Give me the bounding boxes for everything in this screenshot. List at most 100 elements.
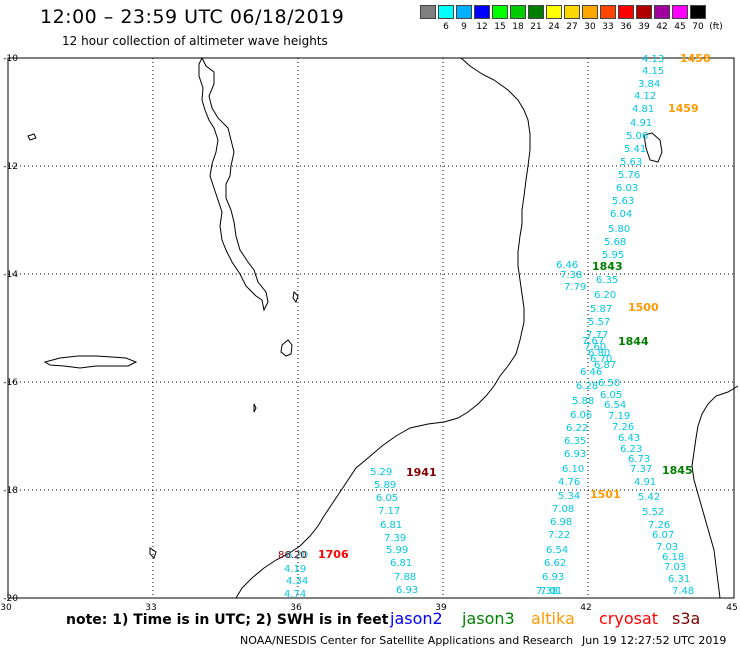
wave-height-value: 6.46 xyxy=(580,367,602,378)
wave-height-value: 6.10 xyxy=(562,464,584,475)
lon-tick-label: 33 xyxy=(145,603,156,613)
comoros-island xyxy=(643,132,663,163)
legend-label: 36 xyxy=(620,22,632,32)
legend-cryosat: cryosat xyxy=(599,609,659,628)
legend-altika: altika xyxy=(531,609,575,628)
wave-height-value: 5.63 xyxy=(612,196,634,207)
legend-swatch xyxy=(528,5,544,19)
wave-height-value: 6.93 xyxy=(542,572,564,583)
wave-height-value: 7.26 xyxy=(648,520,670,531)
legend-swatch xyxy=(582,5,598,19)
wave-height-value: 6.54 xyxy=(546,545,568,556)
legend-label: 12 xyxy=(476,22,488,32)
lat-tick-label: -10 xyxy=(3,54,18,64)
legend-swatch xyxy=(546,5,562,19)
wave-height-value: 5.76 xyxy=(618,170,640,181)
wave-height-value: 5.42 xyxy=(638,492,660,503)
lake-chilwa xyxy=(280,339,293,357)
legend-label: 70 xyxy=(692,22,704,32)
legend-unit: (ft) xyxy=(709,22,723,32)
wave-height-value: 6.54 xyxy=(604,400,626,411)
wave-height-value: 6.07 xyxy=(652,530,674,541)
footer-note: note: 1) Time is in UTC; 2) SWH is in fe… xyxy=(66,612,389,628)
track-1941: 5.29 5.89 6.05 7.17 6.81 7.395.99 6.81 7.88 6.93… xyxy=(370,466,437,596)
lat-lon-grid xyxy=(7,57,735,599)
lat-tick-label: -12 xyxy=(3,162,18,172)
lon-tick-label: 36 xyxy=(290,603,302,613)
wave-height-value: 6.46 xyxy=(556,260,578,271)
wave-height-value: 6.28 xyxy=(576,381,598,392)
legend-swatch xyxy=(456,5,472,19)
track-1845: 1845 xyxy=(662,464,693,477)
track-time-label: 1500 xyxy=(628,301,659,314)
wave-height-value: 7.17 xyxy=(378,506,400,517)
wave-height-value: 6.18 xyxy=(662,552,684,563)
wave-height-value: 5.68 xyxy=(604,237,626,248)
legend-label: 21 xyxy=(530,22,542,32)
legend-swatch xyxy=(492,5,508,19)
legend-swatch xyxy=(600,5,616,19)
lon-tick-label: 39 xyxy=(435,603,447,613)
legend-swatch xyxy=(654,5,670,19)
wave-height-value: 6.20 xyxy=(594,290,616,301)
legend-s3a: s3a xyxy=(672,609,701,628)
lake-kariba xyxy=(43,355,138,369)
wave-height-value: 6.93 xyxy=(564,449,586,460)
wave-height-value: 6.31 xyxy=(668,574,690,585)
wave-height-value: 7.01 xyxy=(540,586,562,597)
credit-text: NOAA/NESDIS Center for Satellite Applica… xyxy=(240,634,574,647)
wave-height-value: 5.95 xyxy=(602,250,624,261)
page-title: 12:00 – 23:59 UTC 06/18/2019 xyxy=(40,6,345,28)
legend-label: 39 xyxy=(638,22,650,32)
lon-tick-label: 30 xyxy=(0,603,12,613)
altimeter-tracks: 4.134.15 3.844.12 4.81 4.91 5.06 5.41 5.63 1458… xyxy=(278,52,711,600)
wave-height-value: 6.73 xyxy=(628,454,650,465)
track-1500: 6.35 6.20 5.87 5.57 7.777.677.606.806.706.87… xyxy=(536,275,694,597)
map-frame xyxy=(7,57,735,599)
legend-label: 27 xyxy=(566,22,578,32)
wave-height-value: 5.89 xyxy=(374,480,396,491)
timestamp-text: Jun 19 12:27:52 UTC 2019 xyxy=(582,634,727,647)
track-1459: 5.76 6.03 5.63 6.04 5.80 5.68 5.95 1459 xyxy=(602,102,699,261)
track-time-label: 1706 xyxy=(318,548,349,561)
wave-height-value: 5.99 xyxy=(386,545,408,556)
wave-height-value: 5.29 xyxy=(370,467,392,478)
wave-height-value: 4.74 xyxy=(284,589,306,600)
wave-height-value: 6.23 xyxy=(620,444,642,455)
track-1843: 6.467.387.79 1843 xyxy=(556,260,623,293)
lon-tick-label: 42 xyxy=(580,603,591,613)
wave-height-value: 6.87 xyxy=(594,360,616,371)
wave-height-value: 5.34 xyxy=(558,491,580,502)
legend-swatch xyxy=(420,5,436,19)
wave-height-value: 6.03 xyxy=(616,183,638,194)
legend-swatch xyxy=(564,5,580,19)
wave-height-value: 5.57 xyxy=(588,317,610,328)
wave-height-value: 4.12 xyxy=(634,91,656,102)
lon-tick-label: 45 xyxy=(726,603,737,613)
legend-swatch xyxy=(636,5,652,19)
wave-height-value: 5.41 xyxy=(624,144,646,155)
wave-height-value: 4.19 xyxy=(284,564,306,575)
track-time-label: 1843 xyxy=(592,260,623,273)
legend-jason3: jason3 xyxy=(462,609,515,628)
wave-height-value: 6.20 xyxy=(286,550,308,561)
track-1706: 6.20 4.194.34 4.74 1706 xyxy=(284,548,349,600)
lake-malawi xyxy=(198,56,269,312)
wave-height-value: 5.87 xyxy=(590,304,612,315)
wave-height-value: 7.88 xyxy=(394,572,416,583)
wave-height-value: 5.06 xyxy=(626,131,648,142)
wave-height-value: 6.98 xyxy=(550,517,572,528)
legend-swatch xyxy=(474,5,490,19)
wave-height-value: 4.13 xyxy=(642,54,664,65)
wave-height-value: 7.08 xyxy=(552,504,574,515)
legend-label: 18 xyxy=(512,22,524,32)
lat-tick-label: -14 xyxy=(3,270,18,280)
track-1458: 4.134.15 3.844.12 4.81 4.91 5.06 5.41 5.63 1458 xyxy=(620,52,711,168)
wave-height-value: 5.88 xyxy=(572,396,594,407)
coastline xyxy=(27,56,739,599)
axis-labels: 30 33 36 39 42 45 -10 -12 -14 -16 -18 -20 xyxy=(0,54,737,613)
wave-height-value: 6.04 xyxy=(610,209,632,220)
inland-lake-small xyxy=(292,290,299,304)
wave-height-value: 6.80 xyxy=(588,348,610,359)
